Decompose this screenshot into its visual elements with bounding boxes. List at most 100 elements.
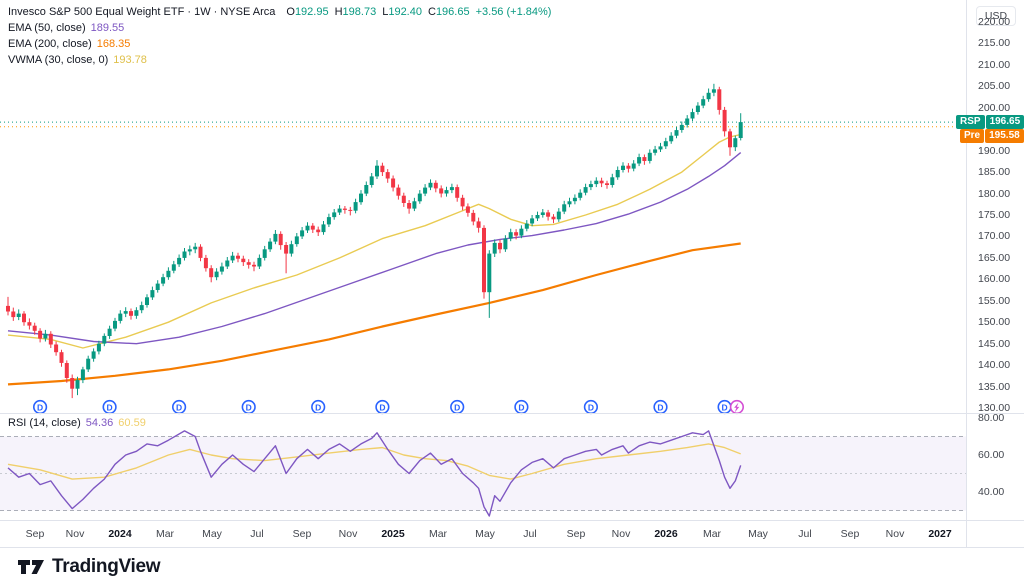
time-tick-label: May xyxy=(748,528,768,540)
time-tick-label: Sep xyxy=(25,528,45,540)
dividend-marker[interactable]: D xyxy=(717,399,732,415)
high-label: H xyxy=(334,6,343,18)
price-tick-label: 185.00 xyxy=(978,166,1011,178)
close-value: 196.65 xyxy=(435,6,470,18)
price-tick-label: 140.00 xyxy=(978,359,1011,371)
time-tick-label: Jul xyxy=(523,528,537,540)
dividend-marker[interactable]: D xyxy=(653,399,668,415)
rsi-ma-line[interactable] xyxy=(7,443,741,480)
time-tick-label: Nov xyxy=(611,528,631,540)
rsi-band xyxy=(0,436,966,511)
time-tick-label: Sep xyxy=(566,528,586,540)
price-axis[interactable]: USD 220.00 215.00 210.00 205.00 200.00 190.00… xyxy=(967,0,1024,547)
time-tick-label: Sep xyxy=(840,528,860,540)
indicator-legend-vwma[interactable]: VWMA (30, close, 0) 193.78 xyxy=(8,52,551,68)
rsi-legend-row[interactable]: RSI (14, close) 54.36 60.59 xyxy=(8,417,151,429)
svg-text:D: D xyxy=(176,402,182,412)
price-tick-label: 135.00 xyxy=(978,381,1011,393)
time-tick-label: Sep xyxy=(292,528,312,540)
close-label: C xyxy=(427,6,436,18)
rsi-label: RSI (14, close) xyxy=(8,417,81,429)
time-tick-label: Nov xyxy=(885,528,905,540)
svg-text:D: D xyxy=(315,402,321,412)
price-tick-label: 130.00 xyxy=(978,402,1011,414)
dividend-marker[interactable]: D xyxy=(583,399,599,415)
candles-layer[interactable] xyxy=(6,83,743,399)
time-tick-label: Mar xyxy=(428,528,448,540)
rsi-ma-value: 60.59 xyxy=(118,417,146,429)
symbol-title[interactable]: Invesco S&P 500 Equal Weight ETF · 1W · … xyxy=(8,6,276,18)
last-price-badge: RSP 196.65 xyxy=(956,115,1024,129)
dividend-marker[interactable]: D xyxy=(172,399,187,415)
time-axis-bottom-border xyxy=(0,547,1024,548)
vwma-line[interactable] xyxy=(7,133,741,349)
price-tick-label: 220.00 xyxy=(978,16,1011,28)
open-label: O xyxy=(286,6,295,18)
dividend-marker[interactable]: D xyxy=(32,399,48,415)
time-tick-label: 2025 xyxy=(381,528,405,540)
last-price-badge-value: 196.65 xyxy=(985,115,1024,129)
rsi-line[interactable] xyxy=(7,430,742,517)
time-tick-label: 2026 xyxy=(654,528,678,540)
ema200-label: EMA (200, close) xyxy=(8,38,92,50)
price-tick-label: 145.00 xyxy=(978,338,1011,350)
vwma-value: 193.78 xyxy=(113,54,147,66)
price-tick-label: 200.00 xyxy=(978,102,1011,114)
tradingview-logo[interactable]: TradingView xyxy=(18,553,161,581)
dividend-marker[interactable]: D xyxy=(450,399,465,415)
rsi-tick-label: 40.00 xyxy=(978,486,1005,498)
time-axis-top-border xyxy=(0,520,1024,521)
dividend-marker[interactable]: D xyxy=(311,399,326,415)
dividend-marker[interactable]: D xyxy=(241,399,256,415)
rsi-value: 54.36 xyxy=(85,417,114,429)
dividend-marker[interactable]: D xyxy=(375,399,390,415)
svg-text:D: D xyxy=(37,402,43,412)
symbol-legend-row[interactable]: Invesco S&P 500 Equal Weight ETF · 1W · … xyxy=(8,4,551,20)
price-tick-label: 150.00 xyxy=(978,316,1011,328)
time-axis[interactable]: Sep Nov 2024 Mar May Jul Sep Nov 2025 Mar May Jul Se… xyxy=(0,521,1024,547)
chart-canvas[interactable]: D D D D D D D D D D D xyxy=(0,0,1024,550)
event-flash-marker[interactable] xyxy=(729,399,745,415)
dividend-marker[interactable]: D xyxy=(102,399,117,415)
time-tick-label: 2027 xyxy=(928,528,952,540)
time-tick-label: May xyxy=(202,528,222,540)
pane-separator[interactable] xyxy=(0,413,1024,414)
svg-text:D: D xyxy=(588,402,594,412)
ema200-line[interactable] xyxy=(7,242,741,386)
last-price-badge-symbol: RSP xyxy=(956,115,985,129)
premarket-price-badge: Pre 195.58 xyxy=(960,129,1024,143)
ema50-label: EMA (50, close) xyxy=(8,22,86,34)
open-value: 192.95 xyxy=(294,6,329,18)
ema50-line[interactable] xyxy=(7,152,742,345)
price-tick-label: 205.00 xyxy=(978,80,1011,92)
change-value: +3.56 (+1.84%) xyxy=(475,6,552,18)
legend: Invesco S&P 500 Equal Weight ETF · 1W · … xyxy=(8,4,551,68)
indicator-legend-ema200[interactable]: EMA (200, close) 168.35 xyxy=(8,36,551,52)
time-tick-label: Nov xyxy=(338,528,358,540)
time-tick-label: Jul xyxy=(250,528,264,540)
tradingview-logo-icon xyxy=(18,560,44,574)
price-tick-label: 175.00 xyxy=(978,209,1011,221)
price-tick-label: 180.00 xyxy=(978,188,1011,200)
time-tick-label: Mar xyxy=(155,528,175,540)
price-tick-label: 190.00 xyxy=(978,145,1011,157)
price-tick-label: 215.00 xyxy=(978,37,1011,49)
tradingview-logo-text: TradingView xyxy=(52,556,161,577)
currency-label[interactable]: USD xyxy=(976,6,1016,26)
premarket-badge-value: 195.58 xyxy=(985,129,1024,143)
indicator-legend-ema50[interactable]: EMA (50, close) 189.55 xyxy=(8,20,551,36)
dividend-marker[interactable]: D xyxy=(514,399,529,415)
high-value: 198.73 xyxy=(342,6,377,18)
svg-text:D: D xyxy=(657,402,663,412)
svg-text:D: D xyxy=(454,402,460,412)
rsi-tick-label: 80.00 xyxy=(978,412,1005,424)
time-tick-label: Mar xyxy=(702,528,722,540)
time-tick-label: May xyxy=(475,528,495,540)
svg-text:D: D xyxy=(107,402,113,412)
premarket-badge-label: Pre xyxy=(960,129,985,143)
svg-text:D: D xyxy=(518,402,524,412)
price-tick-label: 170.00 xyxy=(978,230,1011,242)
svg-text:D: D xyxy=(246,402,252,412)
ema200-value: 168.35 xyxy=(96,38,131,50)
